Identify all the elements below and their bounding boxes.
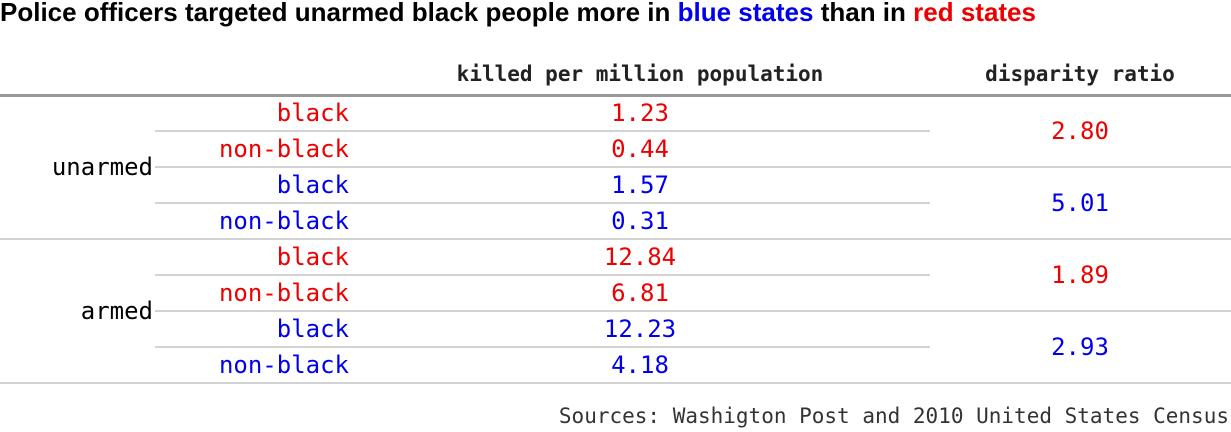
disparity-ratio: 5.01 <box>1051 189 1109 217</box>
row-label: non-black <box>218 135 349 163</box>
row-value: 1.23 <box>611 99 669 127</box>
row-label: non-black <box>218 207 349 235</box>
header-rule <box>0 93 1231 97</box>
row-value: 0.44 <box>611 135 669 163</box>
row-value: 6.81 <box>611 279 669 307</box>
row-rule <box>155 346 930 348</box>
row-label: black <box>276 243 349 271</box>
title-middle: than in <box>813 0 914 27</box>
row-value: 12.84 <box>603 243 677 271</box>
row-value: 12.23 <box>603 315 677 343</box>
group-rule <box>0 238 1231 240</box>
row-rule <box>155 310 1231 312</box>
chart-title: Police officers targeted unarmed black p… <box>0 0 1231 28</box>
title-blue-states: blue states <box>677 0 814 27</box>
row-rule <box>155 274 930 276</box>
disparity-ratio: 2.93 <box>1051 333 1109 361</box>
row-rule <box>155 202 930 204</box>
row-label: non-black <box>218 351 349 379</box>
row-label: non-black <box>218 279 349 307</box>
row-label: black <box>276 171 349 199</box>
disparity-ratio: 2.80 <box>1051 117 1109 145</box>
title-prefix: Police officers targeted unarmed black p… <box>0 0 678 27</box>
row-label: black <box>276 99 349 127</box>
source-note: Sources: Washigton Post and 2010 United … <box>558 404 1229 428</box>
row-value: 0.31 <box>611 207 669 235</box>
row-value: 4.18 <box>611 351 669 379</box>
column-header-killed: killed per million population <box>456 62 824 86</box>
group-label: armed <box>80 297 153 325</box>
column-header-disparity: disparity ratio <box>985 62 1175 86</box>
group-rule <box>0 382 1231 384</box>
row-rule <box>155 130 930 132</box>
row-rule <box>155 166 1231 168</box>
row-value: 1.57 <box>611 171 669 199</box>
group-label: unarmed <box>51 153 153 181</box>
disparity-ratio: 1.89 <box>1051 261 1109 289</box>
row-label: black <box>276 315 349 343</box>
title-red-states: red states <box>913 0 1036 27</box>
